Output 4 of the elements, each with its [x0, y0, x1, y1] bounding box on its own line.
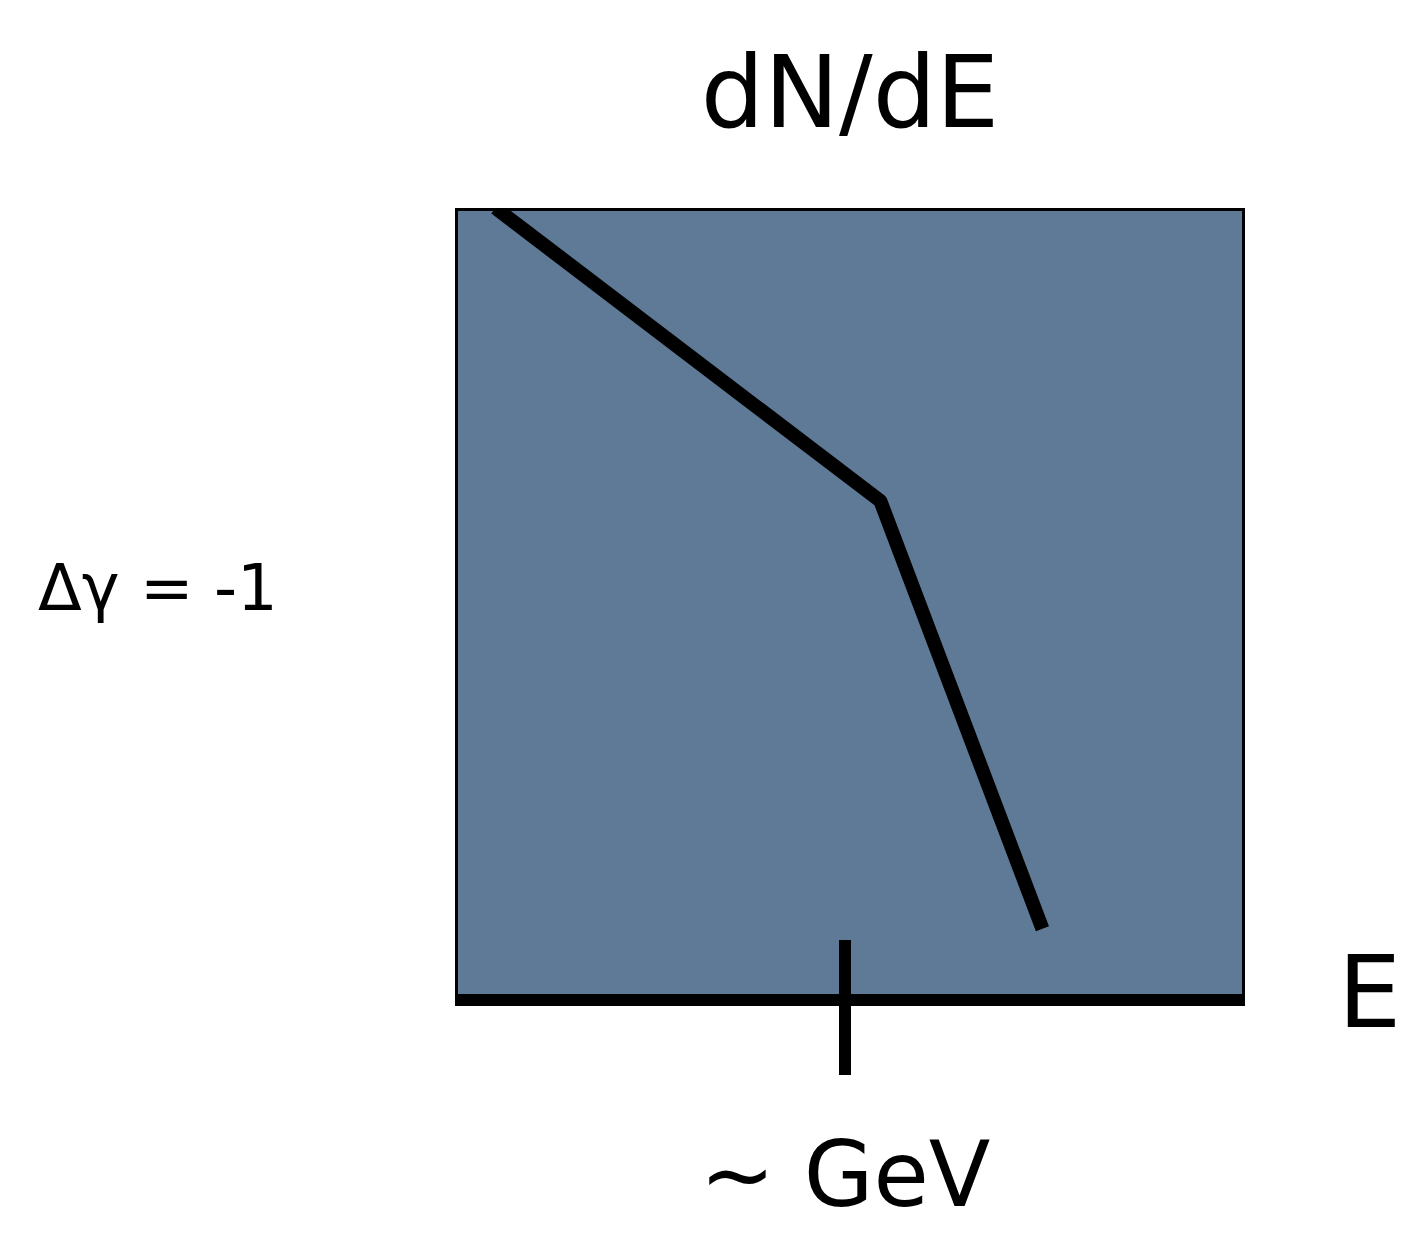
text: Δγ = -1	[38, 550, 278, 627]
text: ~ GeV	[698, 1121, 992, 1229]
x-axis-title: E	[1338, 933, 1402, 1053]
y-axis-title: dN/dE	[699, 33, 1001, 153]
